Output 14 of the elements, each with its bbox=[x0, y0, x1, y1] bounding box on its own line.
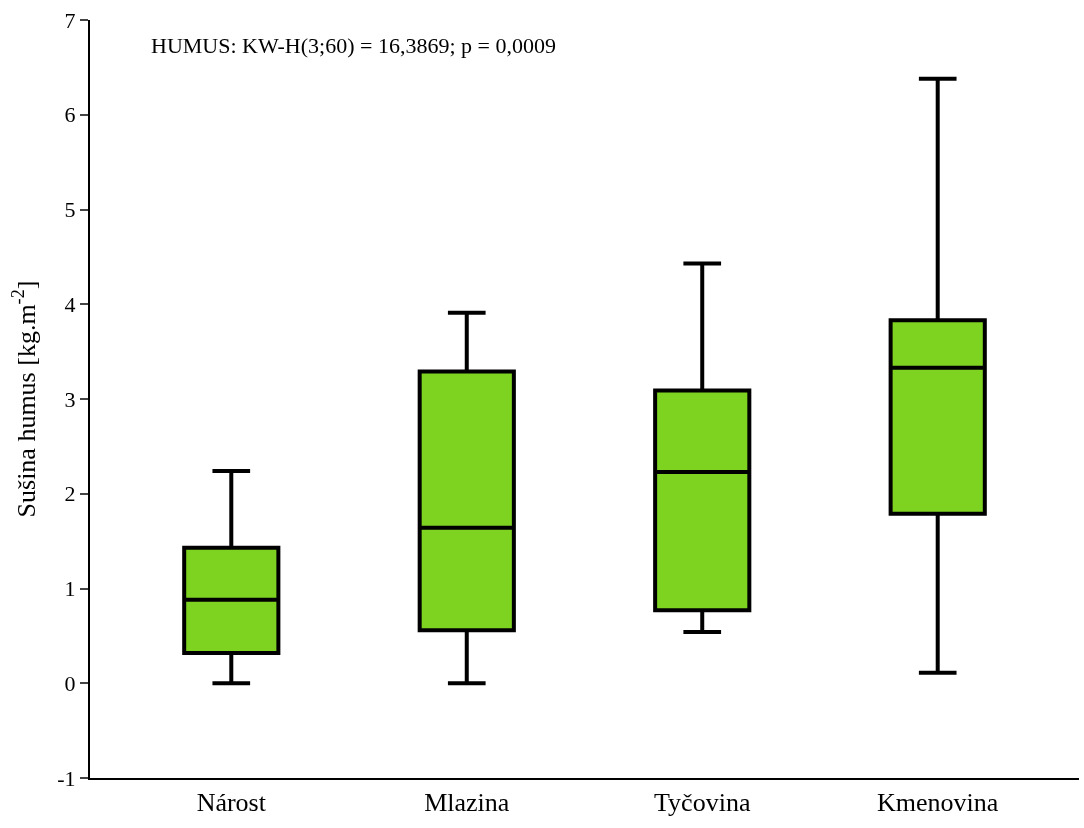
y-tick-label: 4 bbox=[64, 291, 76, 317]
y-tick-label: 7 bbox=[64, 7, 76, 33]
y-tick-label: 1 bbox=[64, 576, 76, 602]
y-tick-label: 3 bbox=[64, 386, 76, 412]
y-tick-label: 2 bbox=[64, 481, 76, 507]
annotation: HUMUS: KW-H(3;60) = 16,3869; p = 0,0009 bbox=[151, 33, 556, 58]
x-tick-label: Mlazina bbox=[424, 788, 510, 818]
x-tick-label: Nárost bbox=[196, 788, 267, 818]
x-tick-label: Kmenovina bbox=[877, 788, 999, 818]
y-tick-label: 0 bbox=[64, 670, 76, 696]
y-tick-label: 6 bbox=[64, 102, 76, 128]
y-tick-label: -1 bbox=[57, 765, 76, 791]
x-tick-label: Tyčovina bbox=[654, 788, 751, 818]
y-tick-label: 5 bbox=[64, 197, 76, 223]
